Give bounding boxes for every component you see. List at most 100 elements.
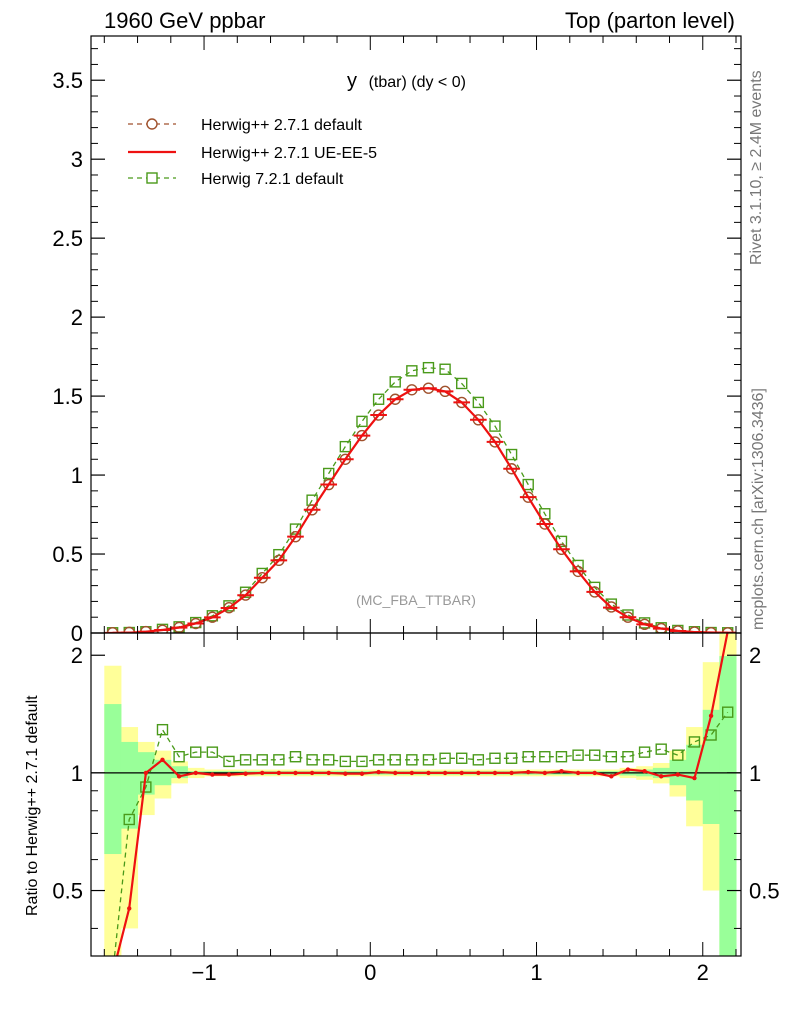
- ratio-point-ueee5-36: [708, 713, 714, 718]
- ratio-point-herwig7-24: [505, 752, 518, 764]
- ratio-point-ueee5-23: [492, 770, 498, 776]
- ratio-point-ueee5-24: [509, 770, 514, 776]
- ratio-point-herwig7-29: [589, 749, 601, 761]
- ratio-point-herwig7-16: [372, 754, 385, 766]
- ratio-point-herwig7-8: [239, 754, 252, 766]
- legend-marker-0: [146, 118, 158, 130]
- ratio-point-herwig7-13: [323, 754, 335, 766]
- plot-title-sub: (tbar) (dy < 0): [369, 74, 466, 91]
- ratio-point-ueee5-11: [293, 770, 298, 776]
- ratio-point-herwig7-28: [572, 749, 584, 761]
- legend-label-0: Herwig++ 2.7.1 default: [201, 117, 363, 134]
- ratio-point-herwig7-0: [108, 969, 118, 979]
- ratio-point-herwig7-12: [306, 754, 318, 766]
- ratio-point-ueee5-17: [393, 770, 398, 776]
- ratio-point-herwig7-31: [622, 751, 634, 763]
- band-inner-4: [170, 766, 188, 779]
- ratio-point-ueee5-29: [592, 770, 597, 776]
- main-ytick-label: 3.5: [52, 68, 83, 93]
- data-point-s2-17: [389, 376, 401, 388]
- ratio-point-ueee5-9: [260, 770, 265, 776]
- ratio-xtick-label: 1: [530, 960, 542, 985]
- ratio-point-ueee5-35: [692, 775, 697, 781]
- main-ytick-label: 2.5: [52, 226, 83, 251]
- ratio-panel: 0.5 0.5 1 1 2 2 −1 0 1 2 Ratio to Herwig++ 2.7.1 …: [24, 632, 780, 985]
- band-inner-1: [120, 741, 139, 829]
- ratio-point-herwig7-22: [472, 754, 485, 766]
- ratio-point-ueee5-12: [309, 770, 315, 776]
- ratio-point-ueee5-32: [642, 769, 647, 774]
- ratio-point-herwig7-10: [273, 754, 285, 766]
- ratio-panel-frame: [90, 632, 742, 957]
- ratio-point-herwig7-19: [422, 754, 435, 766]
- legend-marker-2: [146, 172, 158, 184]
- ratio-xtick-label: 2: [697, 960, 709, 985]
- plot-title-y: y: [347, 70, 357, 92]
- ratio-ylabel: Ratio to Herwig++ 2.7.1 default: [24, 695, 41, 916]
- header-right: Top (parton level): [565, 8, 735, 33]
- ratio-point-ueee5-3: [160, 757, 165, 763]
- ratio-point-herwig7-1: [123, 813, 135, 826]
- data-point-s2-22: [472, 396, 485, 409]
- data-point-s2-20: [439, 363, 451, 375]
- main-ytick-label: 3: [71, 147, 83, 172]
- ratio-point-ueee5-7: [226, 772, 232, 777]
- legend: Herwig++ 2.7.1 default Herwig++ 2.7.1 UE-…: [128, 117, 377, 188]
- ratio-point-herwig7-18: [406, 754, 418, 766]
- data-point-s2-24: [505, 448, 518, 461]
- main-panel: 0 0.5 1 1.5 2 2.5 3 3.5 y (tbar) (dy < 0) (MC_F…: [52, 35, 742, 646]
- data-point-s2-21: [456, 377, 468, 390]
- ratio-point-herwig7-37: [722, 706, 734, 718]
- ratio-point-herwig7-14: [339, 755, 352, 768]
- ratio-point-ueee5-2: [143, 770, 149, 776]
- data-point-s2-23: [489, 420, 501, 432]
- ratio-point-ueee5-8: [243, 771, 248, 776]
- ratio-series-line-ueee5: [116, 633, 729, 956]
- ratio-point-ueee5-22: [476, 770, 481, 776]
- ratio-point-herwig7-17: [389, 754, 401, 766]
- legend-label-2: Herwig 7.2.1 default: [201, 171, 344, 188]
- ratio-ytick-label-right: 1: [749, 761, 761, 786]
- ratio-point-ueee5-21: [459, 770, 464, 776]
- header-left: 1960 GeV ppbar: [104, 8, 265, 33]
- main-ytick-label: 0: [71, 621, 83, 646]
- ratio-point-herwig7-3: [156, 723, 169, 736]
- ratio-point-ueee5-28: [575, 770, 581, 776]
- band-inner-37: [719, 656, 737, 956]
- ratio-point-ueee5-31: [625, 767, 631, 772]
- ratio-point-herwig7-5: [190, 746, 202, 758]
- ratio-point-ueee5-33: [659, 774, 664, 779]
- ratio-point-ueee5-30: [609, 774, 614, 779]
- ratio-point-ueee5-20: [442, 770, 448, 776]
- ratio-point-ueee5-13: [326, 770, 331, 776]
- mcplots-label: mcplots.cern.ch [arXiv:1306.3436]: [750, 388, 767, 630]
- watermark: (MC_FBA_TTBAR): [356, 592, 476, 608]
- ratio-point-herwig7-33: [655, 743, 667, 755]
- data-point-s2-13: [323, 467, 335, 480]
- plot-title-main: y (tbar) (dy < 0): [347, 70, 466, 92]
- data-point-s2-25: [522, 478, 534, 491]
- ratio-point-herwig7-9: [256, 754, 268, 766]
- legend-label-1: Herwig++ 2.7.1 UE-EE-5: [201, 145, 377, 162]
- main-ytick-label: 2: [71, 305, 83, 330]
- ratio-ytick-label-left: 2: [71, 643, 83, 668]
- ratio-point-ueee5-15: [359, 771, 365, 776]
- ratio-point-herwig7-20: [439, 752, 451, 764]
- ratio-point-ueee5-26: [542, 770, 548, 776]
- band-inner-0: [104, 704, 122, 855]
- ratio-point-herwig7-25: [522, 751, 534, 763]
- ratio-point-ueee5-4: [176, 774, 182, 779]
- ratio-point-herwig7-6: [206, 746, 219, 758]
- ratio-point-herwig7-11: [289, 751, 302, 763]
- ratio-point-ueee5-16: [376, 769, 381, 775]
- ratio-point-herwig7-21: [456, 752, 468, 764]
- data-point-s2-14: [339, 440, 352, 453]
- ratio-point-ueee5-27: [559, 769, 564, 774]
- ratio-point-ueee5-6: [210, 772, 215, 777]
- ratio-point-herwig7-15: [356, 755, 368, 768]
- ratio-point-herwig7-26: [539, 751, 551, 763]
- ratio-point-ueee5-0: [110, 972, 114, 976]
- ratio-point-ueee5-14: [343, 771, 348, 776]
- ratio-point-herwig7-30: [605, 751, 618, 763]
- ratio-point-herwig7-7: [223, 755, 235, 768]
